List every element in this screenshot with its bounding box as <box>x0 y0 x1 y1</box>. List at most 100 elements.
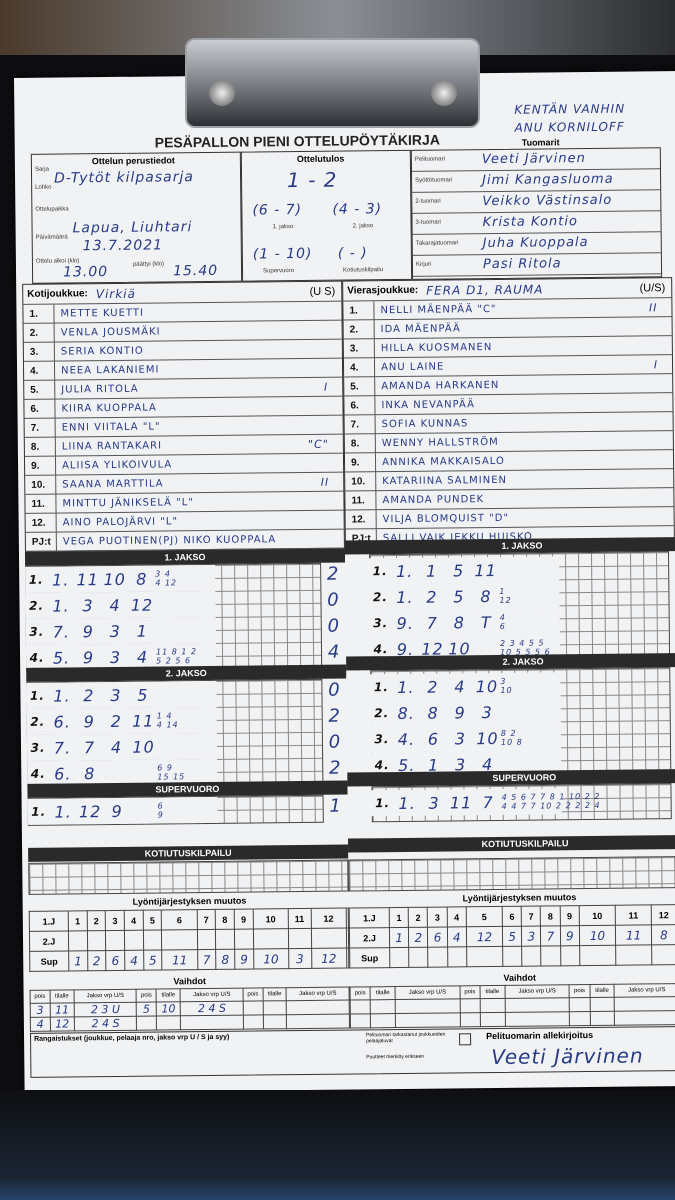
batter-cell: 5 <box>137 685 149 705</box>
inning-runs: 0 <box>328 731 342 753</box>
home-us-choice: (U S) <box>309 285 336 298</box>
batter-cell: 1. <box>397 677 415 697</box>
batter-cell: 1. <box>398 793 416 813</box>
order-cell: 1 <box>68 950 88 971</box>
player-number: 6. <box>350 399 359 411</box>
player-mark: I <box>323 380 329 394</box>
official-name: Veikko Västinsalo <box>482 192 613 210</box>
inning-runs: 4 <box>327 641 341 663</box>
home-order-heading: Lyöntijärjestyksen muutos <box>132 895 247 907</box>
match-info: Ottelun perustiedot Sarja Lohko D-Tytöt … <box>30 151 243 284</box>
player-name: JULIA RITOLA <box>54 379 139 400</box>
paattyi-label: päättyi (klo) <box>132 261 165 268</box>
batter-cell: 8. <box>397 703 415 723</box>
inning-row: 1. 1. 3 11 7 4 5 6 7 7 8 1 10 2 2 4 4 7 7 10 … <box>347 788 601 817</box>
inning-row: 2. 8. 8 9 3 <box>346 698 561 727</box>
base-notes: 1 12 <box>499 586 512 605</box>
subs-cell <box>614 1010 675 1026</box>
batter-cell: 3 <box>82 595 94 615</box>
order-cell: 5 <box>143 949 163 971</box>
official-role: Pelituomari <box>414 156 445 163</box>
order-cell: 5 <box>502 926 522 947</box>
inning-number: 2. <box>372 590 388 605</box>
order-cell <box>215 929 235 950</box>
inning-number: 1. <box>375 796 391 811</box>
batter-cell: 9. <box>396 613 414 633</box>
inning-number: 3. <box>374 732 390 747</box>
inning-row: 3. 4. 6 3 10 8 2 10 8 <box>346 724 562 753</box>
batter-cell: T <box>480 612 492 632</box>
subs-header: Jakso vrp U/S <box>395 985 460 1000</box>
subs-cell: 2 4 S <box>74 1016 137 1031</box>
home-roster: Kotijoukkue: Virkiä (U S) 1. METTE KUETTI… <box>22 280 345 552</box>
subs-cell <box>569 1011 591 1026</box>
order-cell: 6 <box>427 927 448 948</box>
slot-number: 2 <box>408 907 428 928</box>
subs-header: Jakso vrp U/S <box>74 989 137 1003</box>
order-cell: 12 <box>466 926 503 947</box>
home-order-table: 1.J 1 2 3 4 5 6 7 8 9 10 11 12 2.J Sup 1 2 6 4 5 11 7 8 9 10 3 12 <box>29 908 350 972</box>
alkoi-value: 13.00 <box>62 264 109 281</box>
batter-cell: 7 <box>83 737 96 757</box>
subs-cell <box>262 1014 287 1029</box>
player-name: IDA MÄENPÄÄ <box>373 318 461 339</box>
subs-cell <box>350 999 371 1015</box>
sarja-value: D-Tytöt kilpasarja <box>53 169 195 187</box>
batter-cell: 3 <box>109 621 121 641</box>
player-number: 7. <box>30 422 40 434</box>
player-name: ALIISA YLIKOIVULA <box>54 454 173 476</box>
inning-runs: 2 <box>326 563 340 585</box>
subs-cell <box>395 998 460 1014</box>
subs-cell: 2 4 S <box>180 1001 244 1016</box>
order-cell: 9 <box>560 925 580 946</box>
defects-label: Puutteet merkitty erikseen <box>366 1053 425 1061</box>
slot-number: 2 <box>86 910 106 931</box>
subs-cell <box>459 998 481 1013</box>
inning-number: 1. <box>29 688 45 703</box>
inning-runs: 5 <box>670 633 675 654</box>
inning-number: 2. <box>374 706 390 721</box>
inning-number: 4. <box>374 758 390 773</box>
subs-header: pois <box>569 984 590 998</box>
subs-header: tilalle <box>370 986 396 1000</box>
player-name: AINO PALOJÄRVI "L" <box>55 511 179 533</box>
clipboard-clip <box>185 38 480 128</box>
subs-cell <box>480 1012 506 1027</box>
inning-runs: 1 <box>670 671 675 692</box>
batter-cell: 5. <box>52 647 71 668</box>
base-notes <box>156 694 216 695</box>
subs-header: pois <box>30 990 50 1004</box>
batter-cell: 10 <box>103 569 127 589</box>
footer-box: Rangaistukset (joukkue, pelaaja nro, jak… <box>30 1026 675 1078</box>
slot-number: 4 <box>446 906 467 928</box>
order-cell <box>310 928 347 949</box>
kotiutus-score: ( - ) <box>337 245 368 262</box>
player-name: AMANDA PUNDEK <box>375 489 485 510</box>
rivet-icon <box>431 80 457 106</box>
inning-number: 3. <box>373 616 389 631</box>
order-cell <box>234 929 254 950</box>
order-cell: 3 <box>521 926 542 947</box>
batter-cell: 9 <box>82 647 95 667</box>
batter-cell: 3 <box>110 685 122 705</box>
batter-cell: 7 <box>426 613 438 633</box>
officials: Tuomarit Pelituomari Veeti Järvinen Syöttö… <box>410 137 663 280</box>
row-label: 1.J <box>29 910 69 932</box>
player-number: 2. <box>349 323 359 335</box>
player-number: 12. <box>351 513 366 525</box>
player-number: 11. <box>351 494 365 506</box>
order-cell <box>253 928 289 950</box>
row-label: 2.J <box>29 930 69 952</box>
batter-cell: 8 <box>453 612 465 632</box>
base-notes: 1 4 4 14 <box>156 711 179 730</box>
base-notes: 3 10 <box>500 676 513 695</box>
check-checkbox[interactable] <box>459 1033 472 1046</box>
inning-number: 2. <box>28 598 45 613</box>
subs-header: pois <box>242 987 263 1002</box>
inning-number: 1. <box>373 680 389 695</box>
player-name: VILJA BLOMQUIST "D" <box>375 508 510 529</box>
player-name: HILLA KUOSMANEN <box>373 337 493 358</box>
batter-cell: 3 <box>481 702 493 722</box>
slot-number: 8 <box>540 905 561 927</box>
player-name: VENLA JOUSMÄKI <box>53 321 161 343</box>
